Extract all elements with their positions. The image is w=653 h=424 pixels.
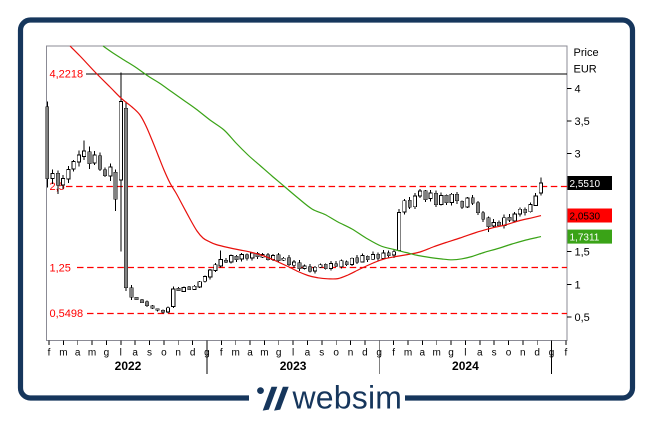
- svg-text:s: s: [147, 348, 152, 359]
- svg-text:1,7311: 1,7311: [570, 233, 600, 244]
- svg-text:n: n: [520, 348, 526, 359]
- svg-text:2024: 2024: [452, 359, 479, 373]
- svg-text:a: a: [75, 348, 81, 359]
- svg-text:d: d: [534, 348, 540, 359]
- svg-text:1: 1: [575, 279, 581, 291]
- svg-text:l: l: [464, 348, 466, 359]
- svg-text:f: f: [565, 348, 568, 359]
- svg-text:s: s: [319, 348, 324, 359]
- svg-text:2,5510: 2,5510: [570, 179, 601, 190]
- svg-text:4,2218: 4,2218: [50, 68, 84, 80]
- svg-text:m: m: [404, 348, 412, 359]
- svg-text:f: f: [392, 348, 395, 359]
- svg-text:g: g: [448, 348, 454, 359]
- svg-text:o: o: [333, 348, 339, 359]
- svg-text:a: a: [247, 348, 253, 359]
- svg-text:f: f: [48, 348, 51, 359]
- svg-text:a: a: [132, 348, 138, 359]
- svg-text:a: a: [305, 348, 311, 359]
- svg-text:l: l: [292, 348, 294, 359]
- svg-text:m: m: [232, 348, 240, 359]
- svg-text:3: 3: [575, 149, 581, 161]
- svg-text:EUR: EUR: [574, 64, 597, 76]
- svg-text:f: f: [220, 348, 223, 359]
- svg-text:4: 4: [575, 83, 581, 95]
- svg-text:g: g: [276, 348, 282, 359]
- svg-text:g: g: [104, 348, 110, 359]
- svg-text:d: d: [190, 348, 196, 359]
- svg-text:d: d: [362, 348, 368, 359]
- svg-text:a: a: [420, 348, 426, 359]
- svg-text:2022: 2022: [115, 359, 142, 373]
- svg-text:Price: Price: [574, 47, 599, 59]
- svg-text:m: m: [433, 348, 441, 359]
- svg-text:websim: websim: [292, 380, 403, 416]
- svg-text:2,0530: 2,0530: [570, 212, 601, 223]
- svg-text:n: n: [348, 348, 354, 359]
- svg-text:0,5: 0,5: [575, 312, 590, 324]
- svg-text:3,5: 3,5: [575, 116, 590, 128]
- svg-text:s: s: [492, 348, 497, 359]
- svg-text:1,25: 1,25: [50, 262, 71, 274]
- svg-text:l: l: [120, 348, 122, 359]
- svg-text:o: o: [161, 348, 167, 359]
- svg-text:m: m: [88, 348, 96, 359]
- svg-text:2023: 2023: [280, 359, 307, 373]
- svg-text:n: n: [175, 348, 181, 359]
- svg-text:0,5498: 0,5498: [50, 308, 84, 320]
- svg-text:1,5: 1,5: [575, 247, 590, 259]
- svg-text:m: m: [59, 348, 67, 359]
- svg-text:m: m: [260, 348, 268, 359]
- svg-text:o: o: [506, 348, 512, 359]
- svg-text:a: a: [477, 348, 483, 359]
